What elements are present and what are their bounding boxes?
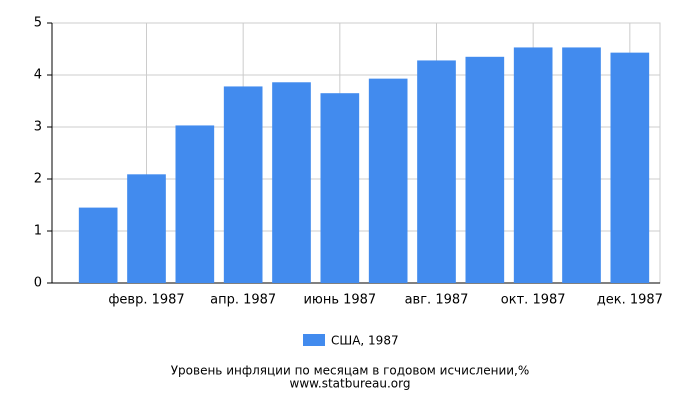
bar: [513, 47, 553, 283]
bar: [78, 207, 118, 283]
bar: [465, 56, 505, 283]
x-tick-label: окт. 1987: [501, 293, 566, 308]
x-tick-label: февр. 1987: [108, 293, 184, 308]
y-tick-label: 0: [34, 276, 42, 291]
y-tick-label: 4: [34, 68, 42, 83]
bar: [417, 60, 456, 283]
x-tick-label: дек. 1987: [597, 293, 663, 308]
x-tick-label: июнь 1987: [303, 293, 376, 308]
y-tick-label: 3: [34, 120, 42, 135]
bar: [175, 125, 215, 283]
bar: [127, 174, 166, 283]
bar: [272, 82, 311, 283]
bar: [562, 47, 601, 283]
y-tick-label: 5: [34, 16, 42, 31]
chart-subtitle: www.statbureau.org: [290, 377, 411, 391]
bar: [223, 86, 263, 283]
y-tick-label: 2: [34, 172, 42, 187]
legend-label: США, 1987: [331, 334, 399, 348]
bar: [610, 52, 650, 283]
x-tick-label: авг. 1987: [405, 293, 469, 308]
chart-title: Уровень инфляции по месяцам в годовом ис…: [171, 364, 530, 378]
bar: [320, 93, 360, 283]
x-tick-label: апр. 1987: [210, 293, 276, 308]
legend-swatch: [303, 334, 325, 346]
y-tick-label: 1: [34, 224, 42, 239]
bar: [368, 78, 408, 283]
